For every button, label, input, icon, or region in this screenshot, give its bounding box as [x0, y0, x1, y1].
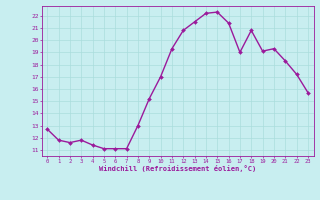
X-axis label: Windchill (Refroidissement éolien,°C): Windchill (Refroidissement éolien,°C) [99, 165, 256, 172]
